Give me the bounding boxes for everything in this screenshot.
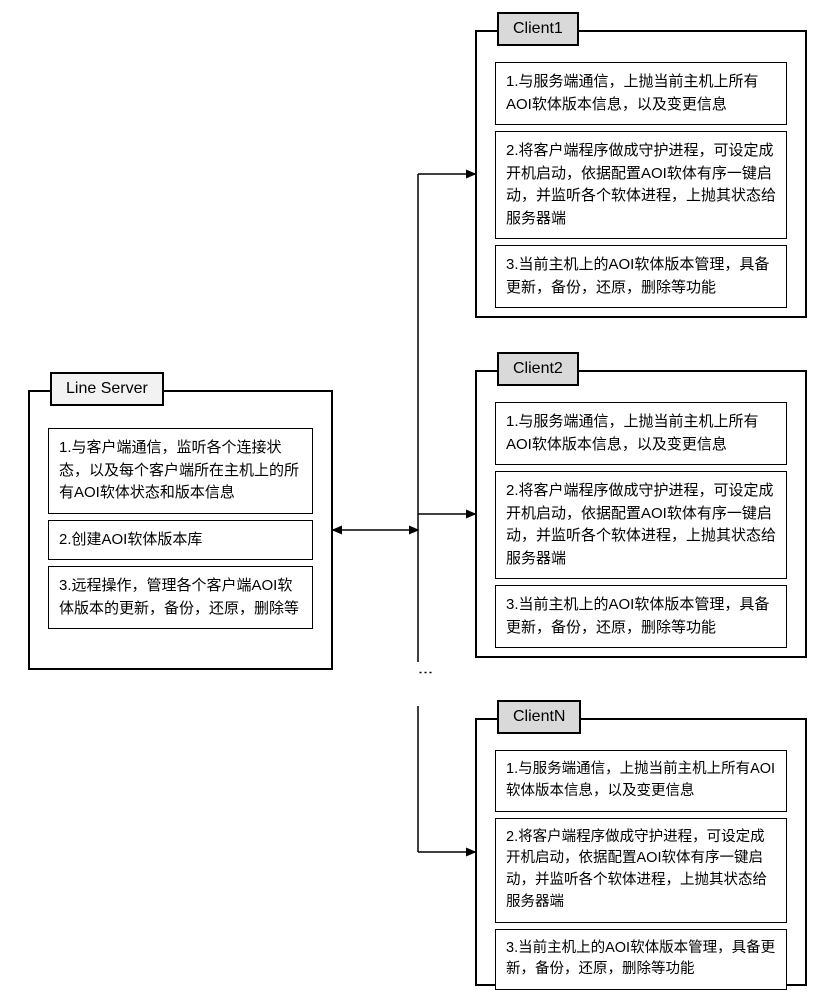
client1-title: Client1 [513,20,563,37]
clientN-title: ClientN [513,708,565,725]
server-title-tab: Line Server [50,372,164,406]
server-title: Line Server [66,380,148,397]
client1-item: 2.将客户端程序做成守护进程，可设定成开机启动，依据配置AOI软体有序一键启动，… [495,131,787,239]
server-item: 1.与客户端通信，监听各个连接状态，以及每个客户端所在主机上的所有AOI软体状态… [48,428,313,514]
client1-box: Client1 1.与服务端通信，上抛当前主机上所有AOI软体版本信息，以及变更… [475,30,807,318]
clientN-box: ClientN 1.与服务端通信，上抛当前主机上所有AOI软体版本信息，以及变更… [475,718,807,986]
ellipsis-dots: ⋮ [416,665,434,705]
client1-item: 1.与服务端通信，上抛当前主机上所有AOI软体版本信息，以及变更信息 [495,62,787,125]
client2-title: Client2 [513,360,563,377]
server-box: Line Server 1.与客户端通信，监听各个连接状态，以及每个客户端所在主… [28,390,333,670]
clientN-item: 2.将客户端程序做成守护进程，可设定成开机启动，依据配置AOI软体有序一键启动，… [495,818,787,923]
client2-title-tab: Client2 [497,352,579,386]
client1-item: 3.当前主机上的AOI软体版本管理，具备更新，备份，还原，删除等功能 [495,245,787,308]
client2-item: 2.将客户端程序做成守护进程，可设定成开机启动，依据配置AOI软体有序一键启动，… [495,471,787,579]
client1-title-tab: Client1 [497,12,579,46]
client2-item: 3.当前主机上的AOI软体版本管理，具备更新，备份，还原，删除等功能 [495,585,787,648]
clientN-title-tab: ClientN [497,700,581,734]
server-item: 3.远程操作，管理各个客户端AOI软体版本的更新，备份，还原，删除等 [48,566,313,629]
clientN-item: 3.当前主机上的AOI软体版本管理，具备更新，备份，还原，删除等功能 [495,929,787,991]
client2-item: 1.与服务端通信，上抛当前主机上所有AOI软体版本信息，以及变更信息 [495,402,787,465]
clientN-item: 1.与服务端通信，上抛当前主机上所有AOI软体版本信息，以及变更信息 [495,750,787,812]
server-item: 2.创建AOI软体版本库 [48,520,313,561]
client2-box: Client2 1.与服务端通信，上抛当前主机上所有AOI软体版本信息，以及变更… [475,370,807,658]
